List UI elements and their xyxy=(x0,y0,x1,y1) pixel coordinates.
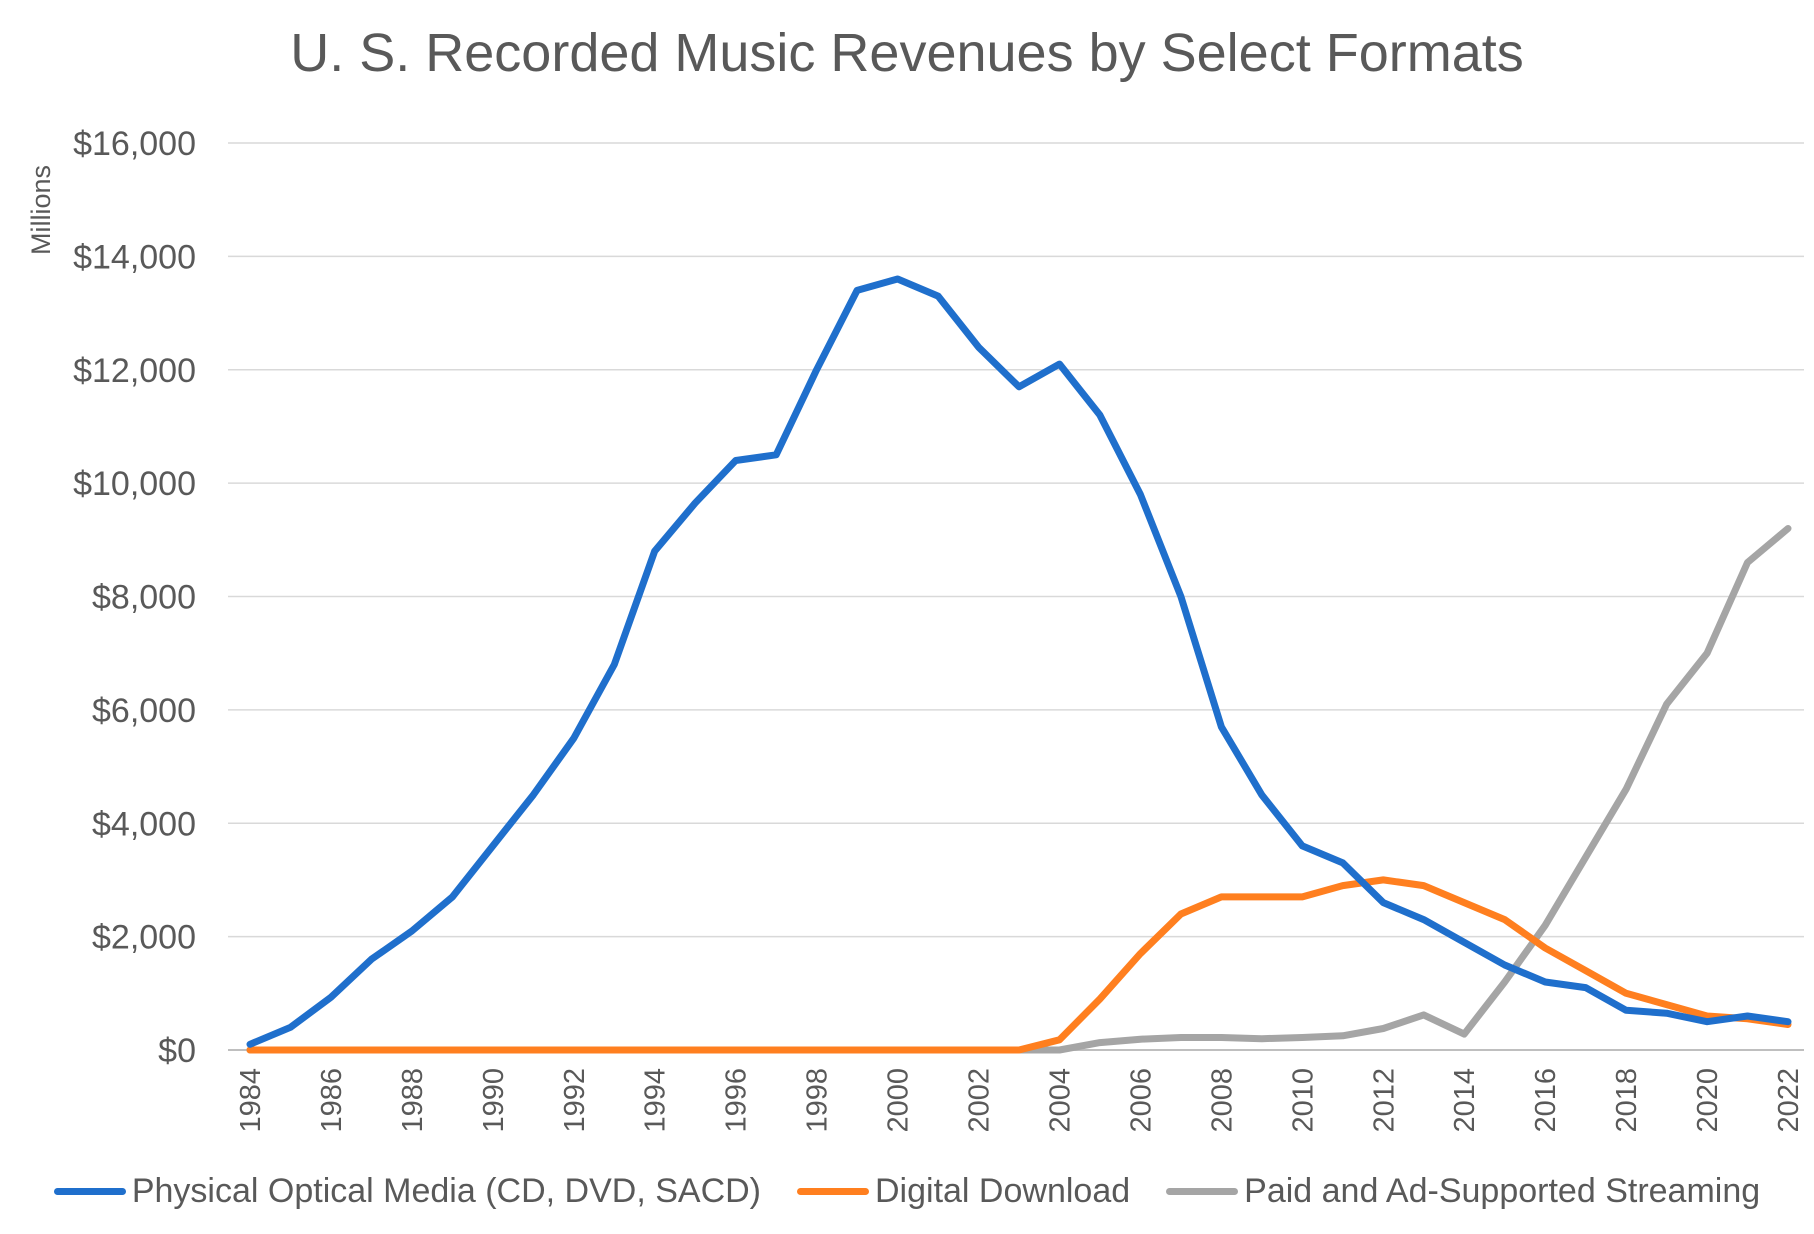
x-axis-ticks: 1984 1986 1988 1990 1992 1994 1996 1998 2000 2002… xyxy=(235,1068,1805,1133)
x-tick-label: 2014 xyxy=(1449,1068,1481,1133)
y-tick-label: $16,000 xyxy=(73,125,196,163)
series-line-1 xyxy=(246,876,1792,1054)
y-tick-label: $10,000 xyxy=(73,465,196,503)
series-line-2 xyxy=(246,525,1792,1054)
x-tick-label: 2000 xyxy=(883,1068,915,1133)
y-tick-label: $8,000 xyxy=(92,579,196,617)
x-tick-label: 1988 xyxy=(397,1068,429,1133)
y-tick-label: $6,000 xyxy=(92,692,196,730)
legend-item: Physical Optical Media (CD, DVD, SACD) xyxy=(53,1172,761,1211)
legend-label: Physical Optical Media (CD, DVD, SACD) xyxy=(131,1172,761,1210)
x-tick-label: 1998 xyxy=(802,1068,834,1133)
x-tick-label: 1996 xyxy=(721,1068,753,1133)
x-tick-label: 2002 xyxy=(964,1068,996,1133)
y-tick-label: $12,000 xyxy=(73,352,196,390)
x-tick-label: 2012 xyxy=(1368,1068,1400,1133)
x-tick-label: 2010 xyxy=(1287,1068,1319,1133)
legend-swatch xyxy=(53,1188,126,1195)
y-tick-label: $14,000 xyxy=(73,238,196,276)
x-tick-label: 2006 xyxy=(1125,1068,1157,1133)
gridlines xyxy=(228,142,1804,1051)
x-tick-label: 1994 xyxy=(640,1068,672,1133)
legend-swatch xyxy=(797,1188,869,1195)
legend-label: Paid and Ad-Supported Streaming xyxy=(1244,1172,1761,1210)
y-tick-label: $2,000 xyxy=(92,919,196,957)
x-tick-label: 2018 xyxy=(1611,1068,1643,1133)
x-tick-label: 1990 xyxy=(478,1068,510,1133)
legend: Physical Optical Media (CD, DVD, SACD) Di… xyxy=(0,1172,1814,1211)
x-tick-label: 2004 xyxy=(1044,1068,1076,1133)
series-lines xyxy=(246,275,1792,1054)
x-tick-label: 1984 xyxy=(235,1068,267,1133)
x-tick-label: 2008 xyxy=(1206,1068,1238,1133)
legend-item: Digital Download xyxy=(797,1172,1130,1211)
series-line-0 xyxy=(246,275,1792,1048)
y-axis-label: Millions xyxy=(26,165,56,255)
x-tick-label: 2016 xyxy=(1530,1068,1562,1133)
y-tick-label: $4,000 xyxy=(92,805,196,843)
legend-label: Digital Download xyxy=(875,1172,1131,1210)
x-tick-label: 2022 xyxy=(1773,1068,1805,1133)
x-tick-label: 1992 xyxy=(559,1068,591,1133)
x-tick-label: 1986 xyxy=(316,1068,348,1133)
x-tick-label: 2020 xyxy=(1692,1068,1724,1133)
y-axis-ticks: $0 $2,000 $4,000 $6,000 $8,000 $10,000 $12,000… xyxy=(73,125,196,1070)
legend-item: Paid and Ad-Supported Streaming xyxy=(1166,1172,1760,1211)
y-tick-label: $0 xyxy=(158,1032,196,1070)
legend-swatch xyxy=(1166,1188,1239,1195)
chart-title: U. S. Recorded Music Revenues by Select … xyxy=(290,23,1524,83)
